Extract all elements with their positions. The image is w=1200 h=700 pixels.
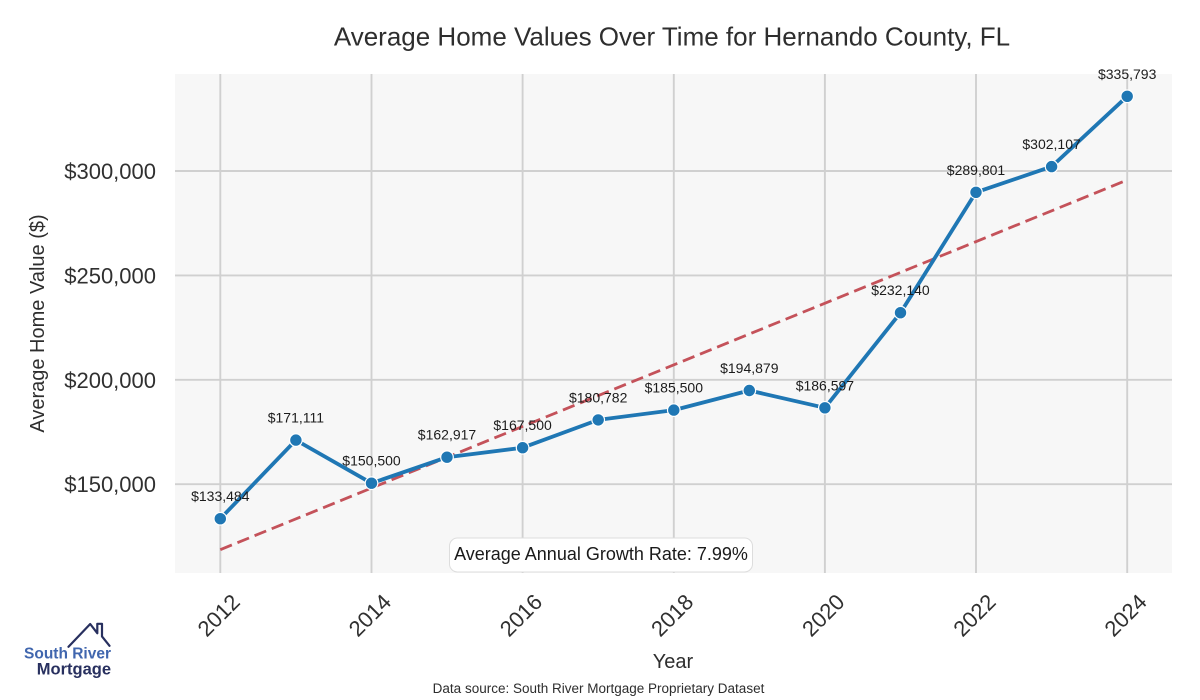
svg-text:$335,793: $335,793	[1098, 66, 1157, 82]
svg-text:$232,140: $232,140	[871, 282, 930, 298]
svg-text:$167,500: $167,500	[493, 417, 552, 433]
svg-text:Year: Year	[653, 651, 694, 673]
svg-text:$171,111: $171,111	[268, 410, 325, 426]
svg-text:$180,782: $180,782	[569, 389, 628, 405]
svg-text:South River: South River	[24, 646, 111, 663]
svg-text:$150,000: $150,000	[64, 472, 156, 497]
svg-text:$162,917: $162,917	[418, 427, 477, 443]
svg-text:Average Home Value ($): Average Home Value ($)	[27, 214, 49, 432]
svg-text:2012: 2012	[193, 589, 245, 641]
svg-text:Average Annual Growth Rate: 7.: Average Annual Growth Rate: 7.99%	[454, 544, 748, 564]
svg-text:$185,500: $185,500	[645, 380, 704, 396]
svg-text:2016: 2016	[495, 589, 547, 641]
svg-text:$300,000: $300,000	[64, 159, 156, 184]
svg-text:2024: 2024	[1099, 589, 1151, 641]
svg-text:$200,000: $200,000	[64, 368, 156, 393]
svg-text:$302,107: $302,107	[1022, 136, 1081, 152]
svg-text:$186,597: $186,597	[796, 377, 855, 393]
svg-text:Mortgage: Mortgage	[37, 661, 111, 679]
svg-text:2022: 2022	[948, 589, 1000, 641]
svg-text:$150,500: $150,500	[342, 453, 401, 469]
svg-text:$133,484: $133,484	[191, 488, 250, 504]
svg-text:2014: 2014	[344, 589, 396, 641]
svg-text:2018: 2018	[646, 589, 698, 641]
svg-text:Data source: South River Mortg: Data source: South River Mortgage Propri…	[433, 681, 765, 696]
svg-text:$194,879: $194,879	[720, 360, 779, 376]
svg-text:$289,801: $289,801	[947, 162, 1006, 178]
svg-text:$250,000: $250,000	[64, 263, 156, 288]
svg-text:2020: 2020	[797, 589, 849, 641]
svg-text:Average Home Values Over Time: Average Home Values Over Time for Hernan…	[334, 22, 1010, 52]
